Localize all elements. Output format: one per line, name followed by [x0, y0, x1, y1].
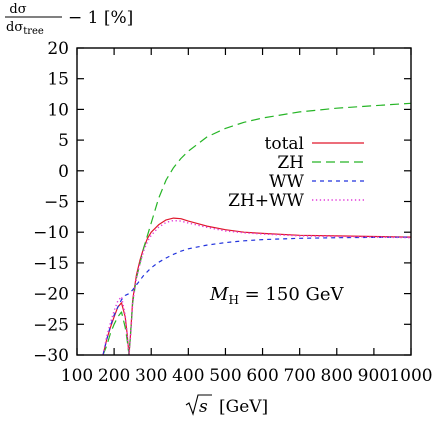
x-tick-label: 500 — [209, 366, 241, 386]
y-label-tail: − 1 [%] — [68, 8, 133, 28]
legend-label: total — [265, 134, 304, 154]
x-label-sqrt-arg: s — [199, 397, 208, 417]
mass-annotation: MH = 150 GeV — [209, 284, 345, 307]
x-tick-label: 400 — [172, 366, 204, 386]
legend-label: WW — [269, 172, 304, 192]
y-tick-label: 10 — [47, 100, 69, 120]
x-axis-label: s [GeV] — [185, 394, 268, 417]
series-line-ww — [102, 236, 411, 355]
annotation-sub: H — [228, 293, 238, 307]
y-tick-label: 0 — [58, 162, 69, 182]
x-tick-label: 900 — [358, 366, 390, 386]
legend-label: ZH+WW — [228, 191, 304, 211]
y-tick-label: −30 — [33, 346, 69, 366]
y-axis-label: dσ dσtree − 1 [%] — [5, 2, 133, 37]
plot-frame — [76, 47, 412, 356]
series-line-zh — [102, 102, 411, 355]
y-tick-label: −20 — [33, 285, 69, 305]
series-line-total — [102, 217, 411, 355]
series-layer — [102, 102, 411, 355]
y-label-den-sub: tree — [23, 26, 44, 37]
x-tick-label: 600 — [246, 366, 278, 386]
y-tick-label: −5 — [44, 193, 69, 213]
y-tick-label: −10 — [33, 223, 69, 243]
x-tick-label: 700 — [283, 366, 315, 386]
y-label-den-main: dσ — [6, 20, 23, 35]
x-tick-label: 800 — [321, 366, 353, 386]
x-tick-label: 100 — [61, 366, 93, 386]
y-label-denominator: dσtree — [6, 20, 44, 37]
x-tick-label: 1000 — [389, 366, 432, 386]
tick-layer: 100 200 300 400 500 600 700 800 900 1000−30−25−20… — [33, 39, 433, 386]
sqrt-sign — [185, 394, 212, 416]
legend-label: ZH — [277, 153, 304, 173]
y-tick-label: 20 — [47, 39, 69, 59]
y-tick-label: 15 — [47, 70, 69, 90]
annotation-rest: = 150 GeV — [239, 284, 345, 305]
y-tick-label: −25 — [33, 315, 69, 335]
y-label-numerator: dσ — [9, 2, 26, 17]
x-label-unit: [GeV] — [219, 397, 268, 417]
y-tick-label: −15 — [33, 254, 69, 274]
annotation-main: M — [209, 284, 229, 305]
x-tick-label: 300 — [135, 366, 167, 386]
x-tick-label: 200 — [98, 366, 130, 386]
y-tick-label: 5 — [58, 131, 69, 151]
